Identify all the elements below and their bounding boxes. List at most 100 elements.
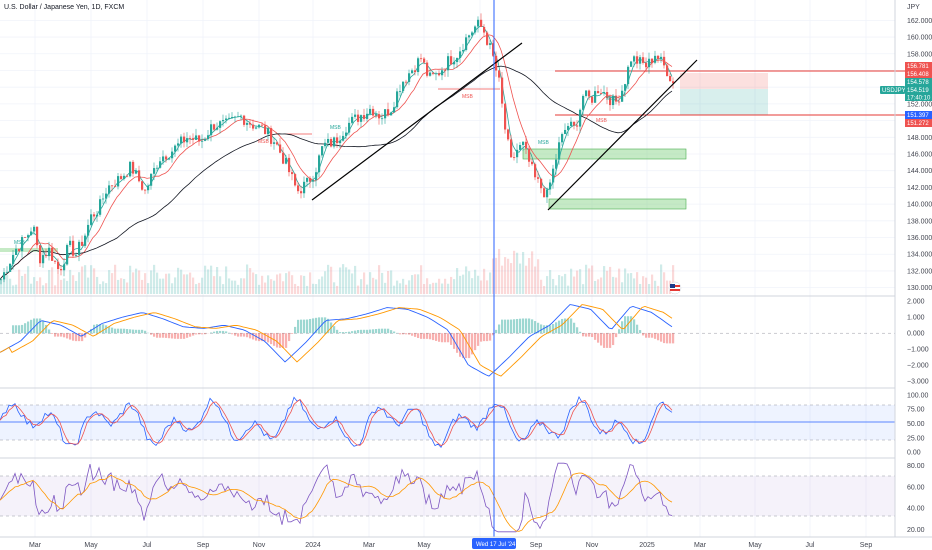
volume-bar [447, 283, 450, 294]
macd-histogram-bar [99, 324, 102, 334]
volume-bar [438, 278, 441, 294]
symbol-title[interactable]: U.S. Dollar / Japanese Yen, 1D, FXCM [4, 4, 124, 11]
volume-bar [90, 265, 93, 294]
demand-zone-left [0, 248, 58, 252]
rsi-ma-line [0, 472, 673, 532]
trendline-2025[interactable] [547, 59, 698, 211]
stoch-tick-label: 100.00 [907, 392, 929, 399]
volume-bar [177, 267, 180, 294]
macd-histogram-bar [84, 333, 87, 338]
candle-body [15, 248, 18, 255]
macd-histogram-bar [519, 318, 522, 334]
macd-histogram-bar [351, 331, 354, 334]
volume-bar [516, 252, 519, 294]
rsi-pane[interactable] [0, 462, 673, 533]
candle-body [654, 55, 657, 63]
stoch-tick-label: 50.00 [907, 421, 925, 428]
macd-histogram-bar [45, 324, 48, 334]
candle-body [117, 176, 120, 187]
candle-body [627, 66, 630, 85]
macd-histogram-bar [231, 333, 234, 335]
candle-body [573, 121, 576, 126]
volume-bar [489, 272, 492, 294]
us-flag-icon[interactable] [668, 281, 682, 295]
candle-body [273, 142, 276, 144]
macd-histogram-bar [168, 333, 171, 339]
volume-bar [222, 284, 225, 294]
candle-body [588, 90, 591, 97]
macd-histogram-bar [588, 333, 591, 337]
stochastic-pane[interactable] [0, 395, 673, 449]
stoch-tick-label: 25.00 [907, 435, 925, 442]
macd-histogram-bar [360, 329, 363, 334]
ma-slow-line [0, 65, 673, 280]
macd-pane[interactable] [0, 304, 895, 377]
volume-bar [465, 266, 468, 294]
macd-histogram-bar [222, 330, 225, 334]
volume-bar [174, 277, 177, 294]
trendline-2024[interactable] [311, 42, 523, 201]
volume-bar [9, 278, 12, 294]
volume-bar [126, 282, 129, 294]
time-tick-label: Mar [694, 542, 707, 549]
volume-bar [639, 283, 642, 294]
macd-histogram-bar [438, 333, 441, 342]
candle-body [348, 122, 351, 133]
volume-bars [0, 248, 675, 294]
volume-bar [471, 278, 474, 294]
candle-body [528, 148, 531, 162]
candle-body [492, 43, 495, 56]
macd-histogram-bar [93, 324, 96, 334]
volume-bar [54, 285, 57, 294]
price-tag [905, 119, 932, 127]
candle-body [657, 55, 660, 60]
candle-body [600, 93, 603, 94]
candle-body [543, 188, 546, 198]
macd-histogram-bar [78, 333, 81, 342]
macd-histogram-bar [663, 333, 666, 344]
macd-histogram-bar [177, 333, 180, 339]
macd-histogram-bar [660, 333, 663, 342]
msb-label: MSB [14, 240, 26, 246]
candle-body [552, 168, 555, 183]
volume-bar [129, 265, 132, 294]
macd-histogram-bar [141, 329, 144, 334]
macd-histogram-bar [96, 324, 99, 334]
macd-histogram-bar [294, 326, 297, 334]
candle-body [612, 95, 615, 106]
candle-body [540, 178, 543, 189]
time-tick-label: Jul [143, 542, 152, 549]
macd-histogram-bar [246, 333, 249, 338]
macd-histogram-bar [573, 322, 576, 334]
price-tag [905, 86, 932, 94]
volume-bar [366, 284, 369, 294]
volume-bar [606, 270, 609, 294]
macd-tick-label: −1.000 [907, 347, 929, 354]
candle-body [549, 182, 552, 190]
macd-histogram-bar [42, 320, 45, 334]
candle-body [228, 117, 231, 119]
candle-body [177, 143, 180, 146]
candle-body [249, 122, 252, 125]
candle-body [180, 136, 183, 144]
price-tag-text: 154.519 [907, 88, 929, 94]
macd-histogram-bar [654, 333, 657, 339]
time-tick-label: Nov [253, 542, 266, 549]
volume-bar [66, 280, 69, 294]
macd-histogram-bar [570, 318, 573, 334]
macd-histogram-bar [666, 333, 669, 344]
candle-body [567, 126, 570, 130]
volume-bar [228, 278, 231, 294]
candle-body [258, 124, 261, 128]
volume-bar [165, 273, 168, 294]
rsi-line [0, 462, 673, 533]
volume-bar [303, 275, 306, 294]
macd-histogram-bar [489, 333, 492, 341]
macd-histogram-bar [540, 324, 543, 334]
volume-bar [204, 265, 207, 294]
macd-histogram-bar [354, 330, 357, 334]
candle-body [438, 73, 441, 76]
price-tick-label: 160.000 [907, 35, 932, 42]
volume-bar [612, 276, 615, 294]
